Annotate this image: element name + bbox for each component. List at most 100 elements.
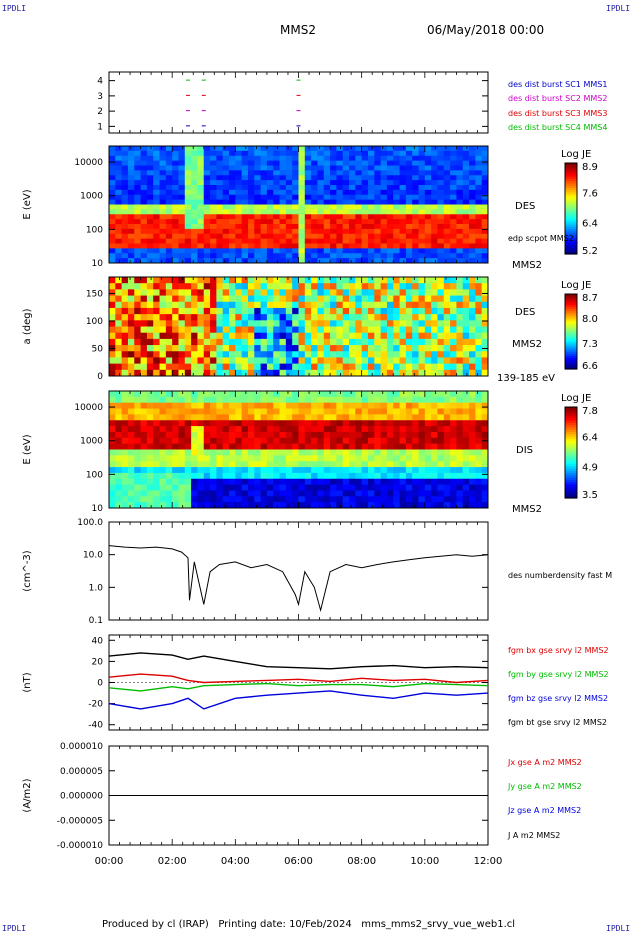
heatmap-cell — [450, 391, 457, 398]
heatmap-cell — [412, 443, 419, 450]
heatmap-cell — [197, 443, 205, 450]
heatmap-cell — [127, 484, 135, 491]
heatmap-cell — [292, 289, 299, 296]
heatmap-cell — [424, 253, 432, 259]
heatmap-cell — [424, 194, 432, 201]
heatmap-cell — [323, 253, 331, 259]
heatmap-cell — [374, 351, 382, 358]
colorbar-cell — [565, 222, 577, 226]
heatmap-cell — [304, 189, 312, 196]
heatmap-cell — [298, 160, 306, 166]
heatmap-cell — [134, 391, 141, 398]
heatmap-cell — [393, 160, 400, 166]
heatmap-cell — [279, 228, 287, 235]
heatmap-cell — [184, 253, 192, 259]
heatmap-cell — [216, 228, 224, 235]
heatmap-cell — [127, 338, 135, 346]
heatmap-cell — [203, 455, 211, 462]
heatmap-cell — [260, 146, 268, 152]
heatmap-cell — [412, 277, 419, 284]
heatmap-cell — [241, 233, 249, 240]
heatmap-cell — [235, 307, 243, 315]
colorbar-tick-label: 7.8 — [582, 406, 598, 417]
heatmap-cell — [115, 248, 123, 254]
heatmap-cell — [456, 146, 464, 152]
heatmap-cell — [172, 277, 179, 284]
heatmap-cell — [443, 431, 451, 439]
heatmap-cell — [197, 258, 205, 264]
heatmap-cell — [456, 155, 464, 162]
heatmap-cell — [159, 194, 167, 201]
heatmap-cell — [241, 180, 249, 186]
heatmap-cell — [146, 426, 154, 433]
heatmap-cell — [323, 496, 331, 503]
heatmap-cell — [266, 289, 274, 296]
heatmap-cell — [374, 320, 382, 327]
heatmap-cell — [229, 402, 236, 409]
heatmap-cell — [393, 484, 400, 491]
heatmap-cell — [456, 307, 464, 315]
heatmap-cell — [241, 199, 249, 205]
heatmap-cell — [273, 295, 280, 303]
heatmap-cell — [330, 160, 337, 166]
heatmap-cell — [165, 301, 173, 309]
heatmap-cell — [481, 307, 489, 315]
heatmap-cell — [450, 238, 457, 244]
heatmap-cell — [418, 320, 426, 327]
heatmap-cell — [443, 461, 451, 468]
heatmap-cell — [380, 253, 388, 259]
heatmap-cell — [469, 449, 476, 456]
colorbar-cell — [565, 420, 577, 424]
heatmap-cell — [317, 320, 325, 327]
heatmap-cell — [355, 402, 363, 409]
heatmap-cell — [203, 160, 211, 166]
colorbar-cell — [565, 450, 577, 454]
heatmap-cell — [210, 228, 217, 235]
heatmap-cell — [330, 243, 337, 249]
heatmap-cell — [374, 194, 382, 201]
heatmap-cell — [336, 461, 344, 468]
heatmap-cell — [380, 490, 388, 497]
heatmap-cell — [235, 420, 243, 427]
heatmap-cell — [349, 243, 356, 249]
colorbar-cell — [565, 324, 577, 327]
heatmap-cell — [254, 155, 261, 162]
heatmap-cell — [191, 502, 198, 509]
heatmap-cell — [418, 490, 426, 497]
heatmap-cell — [437, 455, 445, 462]
heatmap-cell — [361, 443, 369, 450]
heatmap-cell — [481, 258, 489, 264]
heatmap-cell — [431, 396, 438, 404]
heatmap-cell — [361, 345, 369, 352]
heatmap-cell — [241, 146, 249, 152]
heatmap-cell — [469, 228, 476, 235]
heatmap-cell — [191, 295, 198, 303]
heatmap-cell — [393, 165, 400, 171]
heatmap-cell — [298, 307, 306, 315]
heatmap-cell — [475, 307, 483, 315]
heatmap-cell — [197, 332, 205, 340]
heatmap-cell — [229, 437, 236, 445]
heatmap-cell — [405, 277, 413, 284]
heatmap-cell — [330, 228, 337, 235]
heatmap-cell — [437, 170, 445, 176]
heatmap-cell — [355, 301, 363, 309]
heatmap-cell — [285, 320, 293, 327]
heatmap-cell — [203, 402, 211, 409]
heatmap-cell — [184, 228, 192, 235]
heatmap-cell — [475, 414, 483, 421]
heatmap-cell — [241, 490, 249, 497]
heatmap-cell — [349, 194, 356, 201]
colorbar-cell — [565, 339, 577, 342]
heatmap-cell — [349, 248, 356, 254]
heatmap-cell — [418, 204, 426, 210]
heatmap-cell — [134, 437, 141, 445]
heatmap-cell — [412, 295, 419, 303]
heatmap-cell — [178, 320, 186, 327]
heatmap-cell — [247, 307, 255, 315]
colorbar-cell — [565, 461, 577, 465]
heatmap-cell — [191, 326, 198, 334]
heatmap-cell — [374, 170, 382, 176]
heatmap-cell — [374, 426, 382, 433]
heatmap-cell — [229, 345, 236, 352]
